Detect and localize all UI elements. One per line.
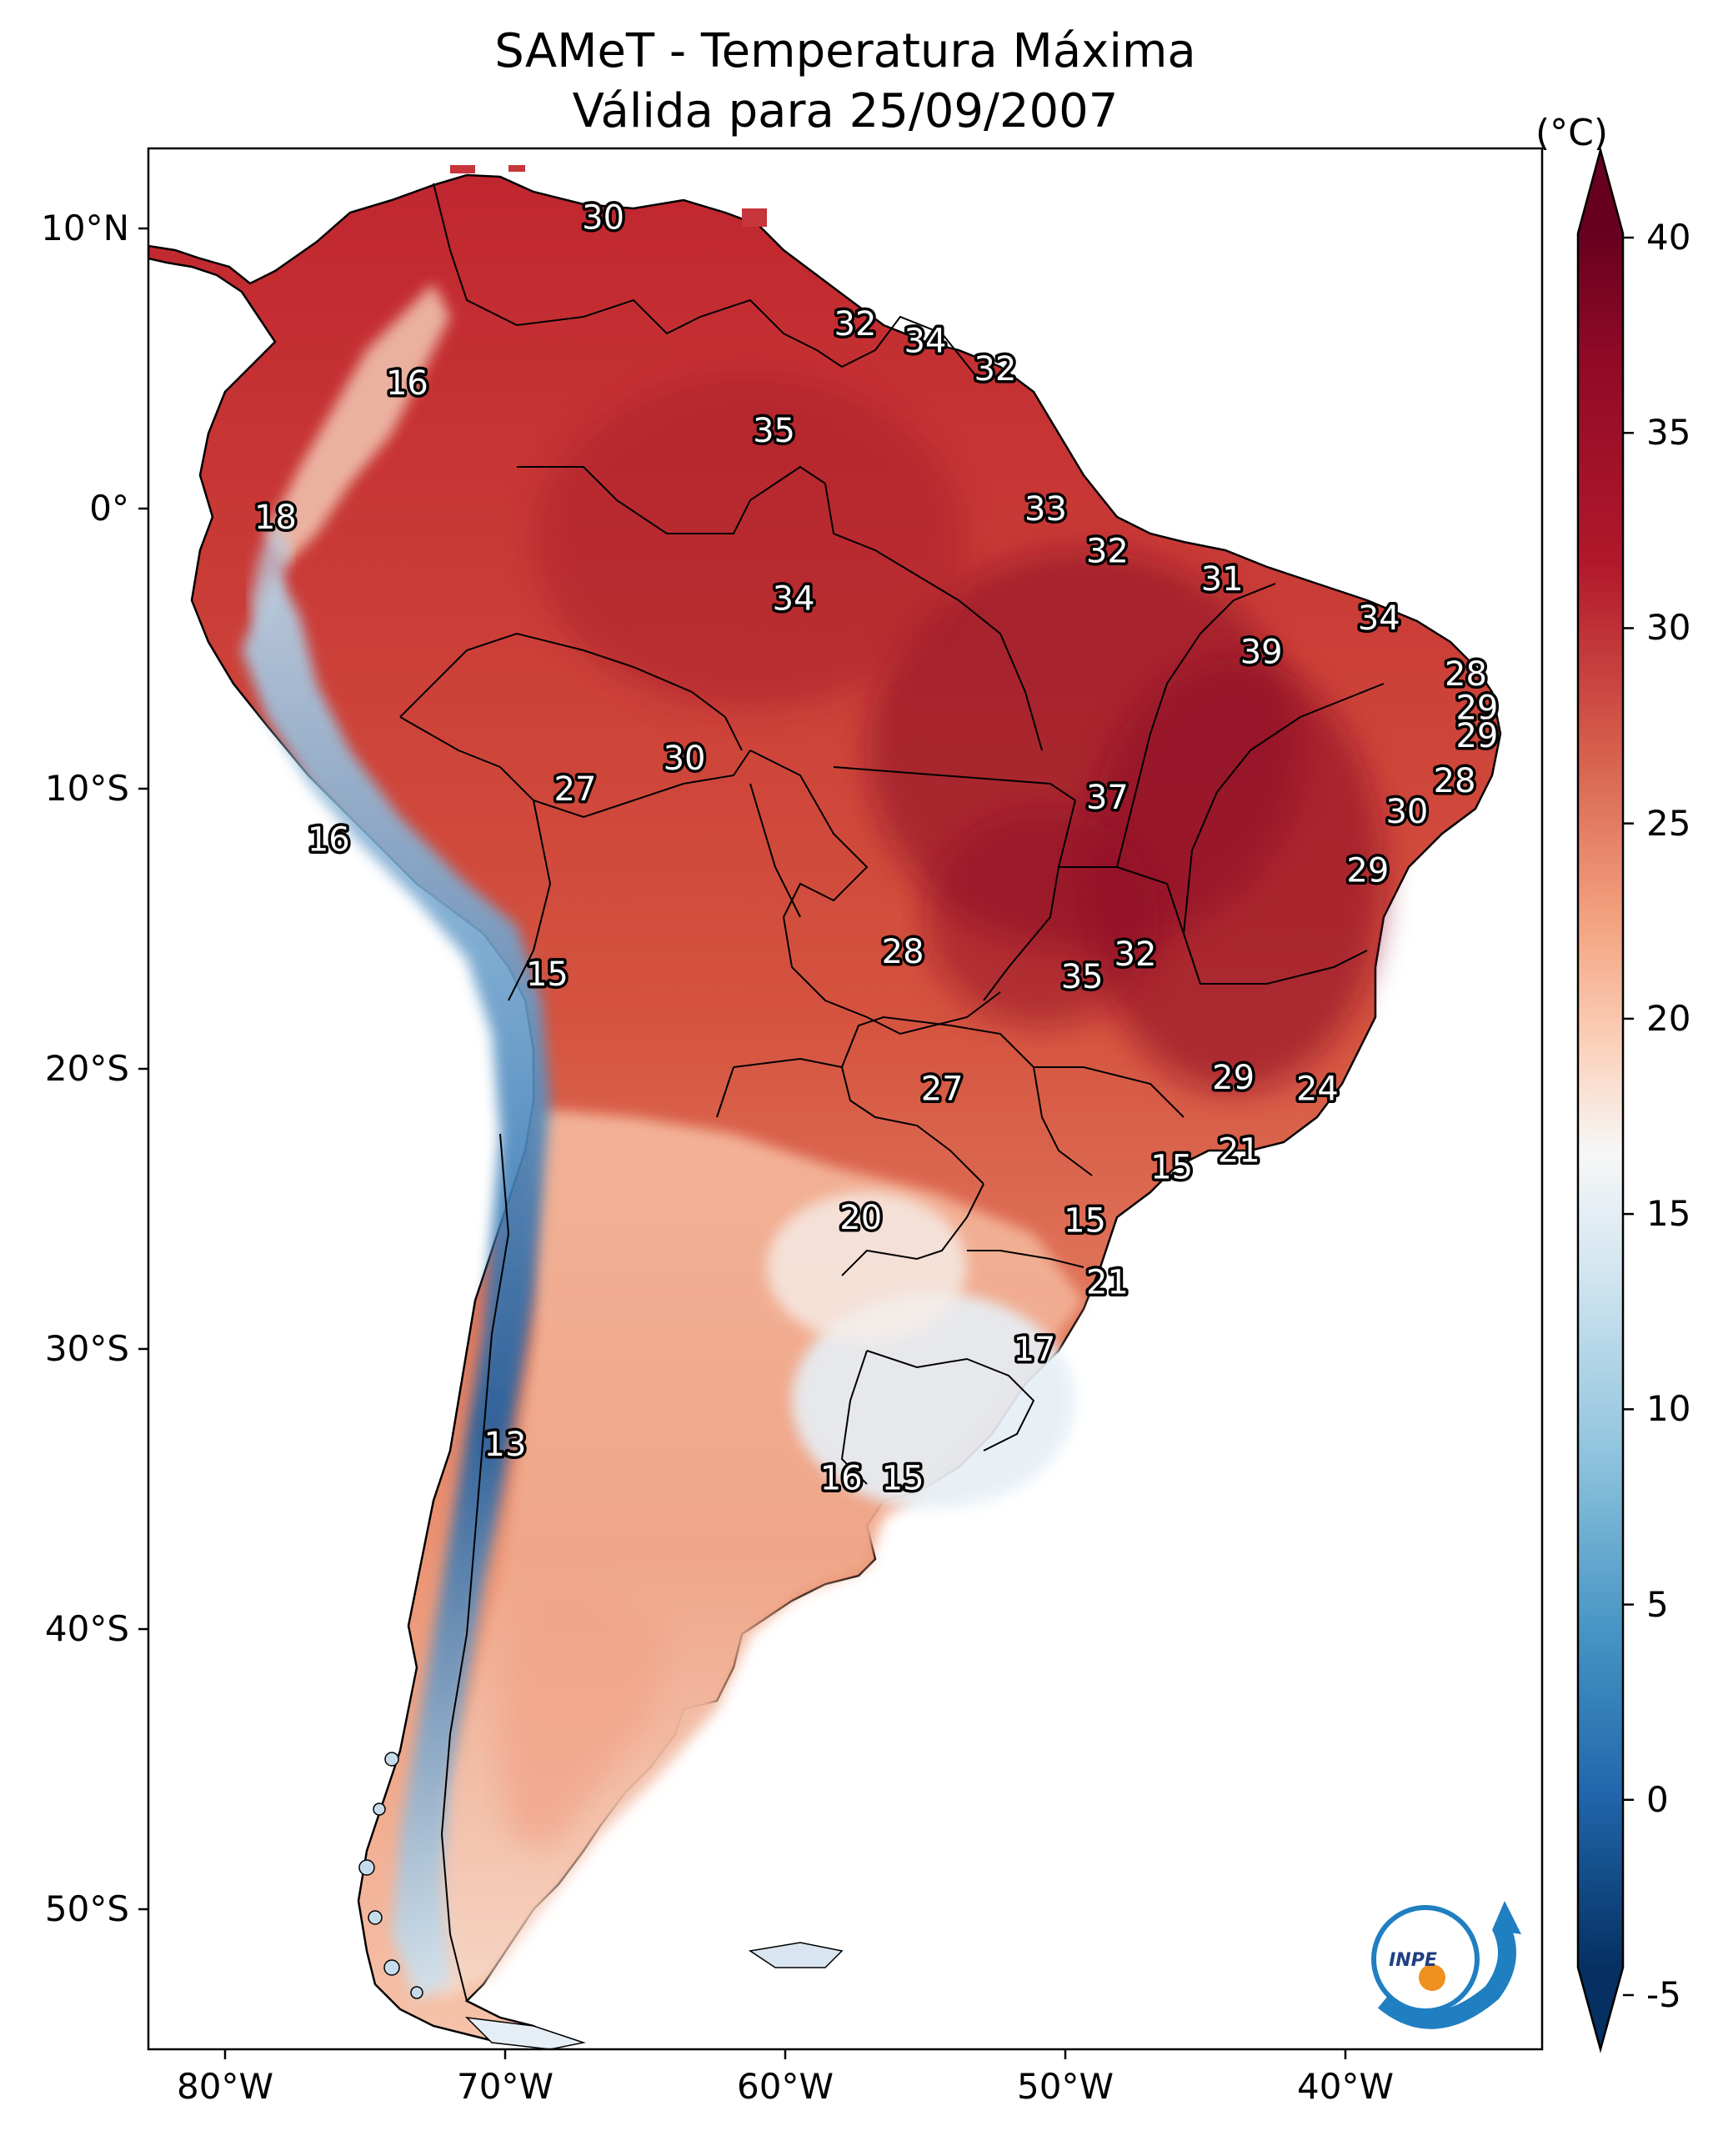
station-temperature-label: 37 (1086, 779, 1129, 817)
station-temperature-label: 27 (554, 770, 597, 809)
station-temperature-label: 16 (820, 1460, 863, 1498)
station-temperature-label: 21 (1218, 1131, 1260, 1170)
latitude-tick-label: 30°S (44, 1328, 129, 1369)
colorbar-tick-label: 35 (1646, 412, 1691, 454)
station-temperature-label: 34 (904, 322, 947, 360)
station-temperature-label: 35 (1061, 958, 1104, 996)
station-temperature-label: 32 (1114, 935, 1157, 974)
inpe-logo-swoosh-icon (1377, 1922, 1516, 2029)
station-temperature-label: 32 (834, 305, 877, 343)
colorbar-outline (1576, 146, 1625, 2053)
station-temperature-label: 33 (1024, 490, 1067, 529)
latitude-tick-label: 20°S (44, 1048, 129, 1089)
station-temperature-label: 16 (308, 820, 350, 859)
colorbar-tick-label: 10 (1646, 1388, 1691, 1430)
latitude-tick-label: 10°S (44, 768, 129, 809)
station-temperature-label: 20 (839, 1199, 882, 1237)
station-temperature-label: 28 (1445, 655, 1487, 694)
station-temperature-label: 18 (254, 499, 297, 537)
patagonian-islands (358, 1752, 844, 2049)
station-temperature-label: 29 (1455, 689, 1498, 728)
station-temperature-label: 28 (882, 933, 924, 971)
inpe-logo-arrow-icon (1492, 1901, 1521, 1934)
title-line-1: SAMeT - Temperatura Máxima (494, 24, 1196, 78)
station-temperature-label: 27 (921, 1070, 964, 1109)
map-frame (147, 147, 1544, 2051)
latitude-tick-label: 10°N (41, 208, 129, 248)
colorbar-unit: (°C) (1535, 112, 1609, 154)
station-temperature-label: 15 (526, 955, 568, 994)
station-temperature-label: 17 (1014, 1331, 1056, 1369)
station-temperature-label: 31 (1201, 560, 1244, 599)
caribbean-islands (450, 165, 767, 227)
colorbar-tick-label: 40 (1646, 217, 1691, 258)
station-temperature-label: 30 (1385, 793, 1428, 831)
colorbar-tick-label: 5 (1646, 1583, 1669, 1625)
station-temperature-label: 35 (753, 412, 795, 450)
longitude-tick-label: 50°W (1017, 2066, 1114, 2107)
station-temperature-label: 29 (1346, 851, 1389, 890)
station-temperature-label: 24 (1296, 1070, 1339, 1109)
colorbar-tick-label: 20 (1646, 997, 1691, 1039)
station-temperature-label: 16 (386, 364, 428, 403)
longitude-tick-label: 60°W (737, 2066, 834, 2107)
inpe-logo: INPE (1371, 1901, 1521, 2029)
inpe-logo-dot-icon (1419, 1964, 1445, 1991)
longitude-tick-label: 70°W (457, 2066, 553, 2107)
colorbar-fill (1578, 233, 1623, 1968)
station-temperature-label: 28 (1434, 762, 1476, 800)
colorbar-tick-label: 0 (1646, 1778, 1669, 1820)
title-line-2: Válida para 25/09/2007 (572, 84, 1119, 138)
colorbar (1576, 146, 1634, 2053)
colorbar-bottom-extension (1578, 1968, 1623, 2049)
station-temperature-label: 39 (1240, 633, 1283, 671)
station-temperature-label: 13 (484, 1426, 527, 1464)
station-temperature-label: 29 (1212, 1059, 1255, 1097)
colorbar-tick-label: 30 (1646, 607, 1691, 649)
station-temperature-label: 29 (1455, 717, 1498, 755)
colorbar-tick-label: 25 (1646, 802, 1691, 844)
station-temperature-label: 32 (974, 350, 1017, 389)
longitude-tick-label: 40°W (1297, 2066, 1394, 2107)
station-temperature-label: 32 (1086, 532, 1129, 570)
temperature-field (148, 165, 1502, 2049)
station-temperature-label: 15 (1064, 1201, 1106, 1240)
station-temperature-label: 21 (1086, 1263, 1129, 1301)
country-borders (399, 183, 1385, 2002)
station-temperature-label: 15 (882, 1460, 924, 1498)
longitude-tick-label: 80°W (177, 2066, 273, 2107)
station-temperature-label: 15 (1150, 1149, 1193, 1187)
station-temperature-label: 30 (664, 740, 706, 778)
latitude-tick-label: 0° (89, 488, 129, 529)
inpe-logo-text: INPE (1389, 1950, 1437, 1971)
map-title: SAMeT - Temperatura Máxima Válida para 2… (148, 22, 1542, 142)
latitude-tick-label: 40°S (44, 1608, 129, 1649)
station-temperature-label: 34 (773, 580, 815, 619)
colorbar-top-extension (1578, 150, 1623, 233)
station-temperature-label: 34 (1358, 599, 1400, 638)
colorbar-tick-label: 15 (1646, 1193, 1691, 1235)
colorbar-tick-label: -5 (1646, 1974, 1681, 2015)
latitude-tick-label: 50°S (44, 1888, 129, 1929)
station-temperature-label: 30 (582, 199, 624, 238)
